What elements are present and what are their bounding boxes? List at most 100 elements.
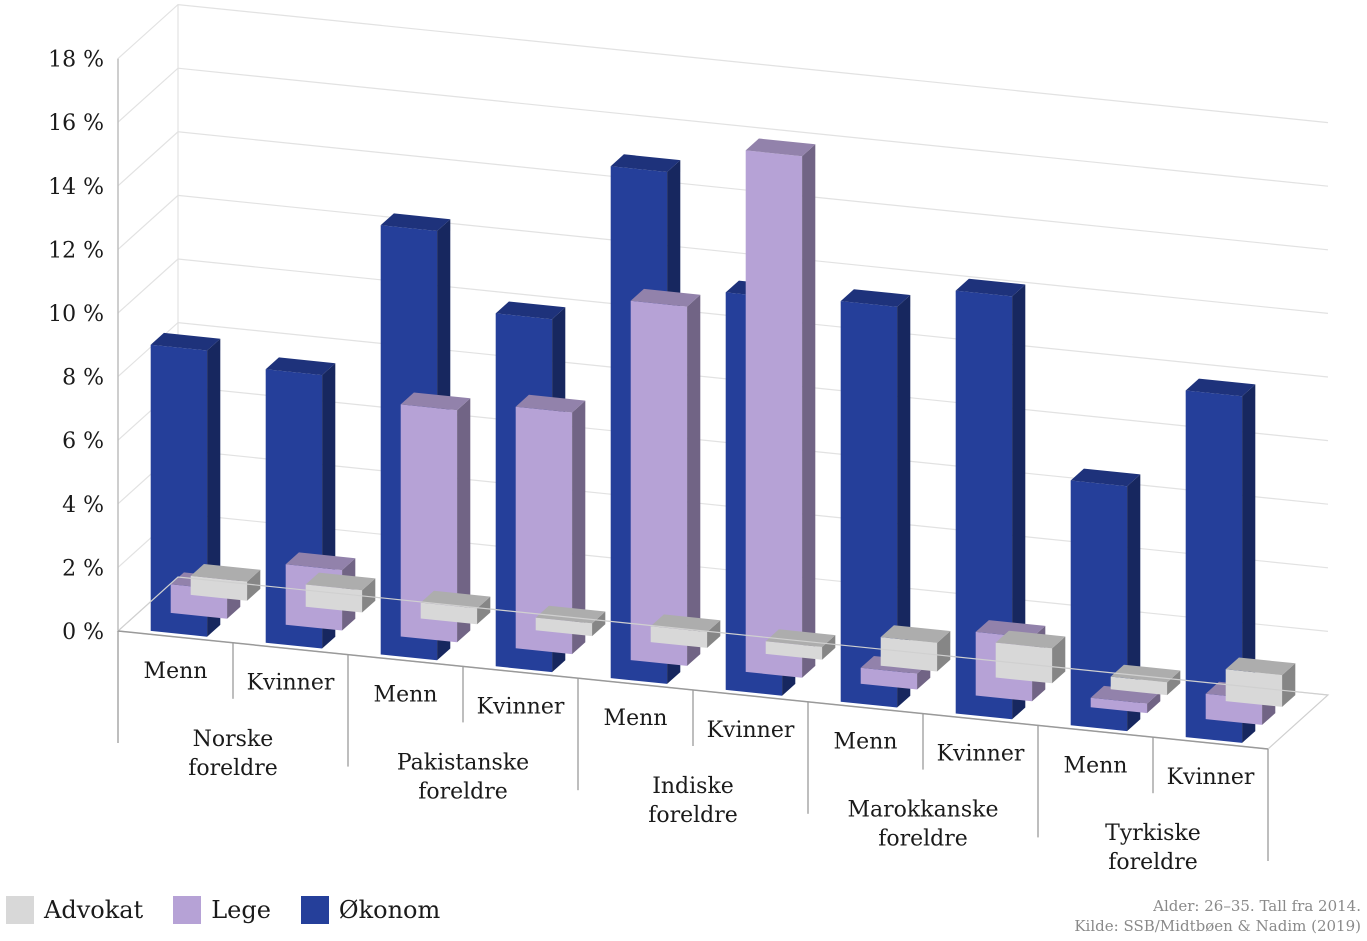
bar-front (650, 626, 708, 648)
category-label: Kvinner (247, 671, 335, 696)
bar-side (1147, 691, 1161, 714)
bar-top (1185, 378, 1256, 397)
y-tick-label: 6 % (62, 429, 104, 454)
y-tick-label: 16 % (48, 111, 104, 136)
bar-side (1167, 670, 1181, 696)
legend-label-lege: Lege (211, 896, 271, 924)
bar-side (802, 144, 816, 678)
bar-front (150, 344, 208, 637)
bar-front (400, 404, 458, 643)
y-tick-label: 8 % (62, 366, 104, 391)
bar-top (265, 357, 336, 376)
group-label-line2: foreldre (418, 779, 508, 804)
y-tick-label: 10 % (48, 302, 104, 327)
bar-top (400, 392, 471, 411)
bar-top (840, 289, 911, 307)
bar-front (420, 602, 478, 625)
bar-side (1242, 384, 1256, 743)
legend-label-okonom: Økonom (338, 896, 441, 924)
bar-økonom-6 (840, 289, 911, 708)
bar-side (822, 635, 836, 660)
category-label: Kvinner (937, 742, 1025, 767)
bar-top (495, 301, 566, 320)
bar-side (572, 400, 586, 655)
bar-top (995, 630, 1066, 649)
bar-top (880, 625, 951, 643)
category-label: Menn (144, 659, 208, 684)
category-label: Menn (834, 730, 898, 755)
bar-advokat-7 (995, 630, 1066, 684)
bar-advokat-8 (1110, 664, 1181, 696)
category-label: Menn (1064, 753, 1128, 778)
legend-item-lege: Lege (173, 896, 271, 924)
group-label-line2: foreldre (648, 803, 738, 828)
bar-økonom-9 (1185, 378, 1256, 743)
bar-side (687, 294, 701, 666)
bar-advokat-1 (305, 572, 376, 613)
bar-top (955, 278, 1026, 297)
legend-item-okonom: Økonom (300, 896, 441, 924)
bar-front (1070, 480, 1128, 732)
bar-front (535, 617, 593, 637)
bar-top (1225, 657, 1296, 676)
y-tick-label: 4 % (62, 493, 104, 518)
legend-swatch-advokat (6, 896, 34, 924)
bar-front (860, 667, 918, 690)
group-label-line2: foreldre (1108, 850, 1198, 875)
bar-lege-2 (400, 392, 471, 643)
legend: Advokat Lege Økonom (6, 893, 440, 927)
bar-top (150, 332, 221, 351)
bar-lege-4 (630, 288, 701, 666)
y-tick-label: 0 % (62, 620, 104, 645)
y-tick-label: 2 % (62, 556, 104, 581)
bar-side (1052, 636, 1066, 684)
group-label-line1: Marokkanske (848, 798, 999, 823)
bar-top (285, 552, 356, 571)
group-label-line1: Tyrkiske (1105, 821, 1201, 846)
y-tick-label: 14 % (48, 175, 104, 200)
group-label-line1: Norske (193, 727, 274, 752)
bar-side (897, 295, 911, 708)
y-axis-ticks: 0 % 2 % 4 % 6 % 8 % 10 % 12 % 14 % 16 % 18 % (48, 48, 104, 645)
source-line-1: Alder: 26–35. Tall fra 2014. (1153, 897, 1361, 915)
bar-front (955, 290, 1013, 720)
category-label: Kvinner (477, 694, 565, 719)
bar-top (190, 564, 261, 582)
bar-top (515, 394, 586, 413)
bar-front (1090, 697, 1148, 714)
bar-advokat-6 (880, 625, 951, 672)
group-label-line2: foreldre (878, 827, 968, 852)
bar-side (1282, 663, 1296, 707)
bar-top (380, 213, 451, 231)
legend-swatch-okonom (300, 896, 329, 924)
group-label-line1: Pakistanske (397, 750, 529, 775)
bar-front (995, 642, 1053, 684)
bar-lege-3 (515, 394, 586, 655)
bar-økonom-7 (955, 278, 1026, 720)
bar-top (745, 138, 816, 157)
bar-top (610, 154, 681, 172)
category-labels: Menn Kvinner Menn Kvinner Menn Kvinner Menn Kvi… (117, 630, 1269, 875)
category-label: Menn (374, 683, 438, 708)
y-tick-label: 18 % (48, 48, 104, 73)
bar-front (1110, 676, 1168, 696)
bar-side (362, 578, 376, 613)
bar-top (305, 572, 376, 591)
bar-side (207, 338, 221, 637)
category-label: Kvinner (1167, 765, 1255, 790)
bar-front (515, 406, 573, 655)
bar-front (765, 641, 823, 660)
source-note: Alder: 26–35. Tall fra 2014. Kilde: SSB/… (1074, 896, 1361, 936)
bar-advokat-9 (1225, 657, 1296, 707)
bar-top (1070, 468, 1141, 487)
bar-front (630, 300, 688, 666)
group-label-line2: foreldre (188, 756, 278, 781)
bar-side (477, 596, 491, 625)
bar-front (840, 301, 898, 708)
group-label-line1: Indiske (652, 774, 734, 799)
bar-side (592, 611, 606, 637)
bar-front (1225, 669, 1283, 707)
y-tick-label: 12 % (48, 238, 104, 263)
bar-front (880, 637, 938, 672)
